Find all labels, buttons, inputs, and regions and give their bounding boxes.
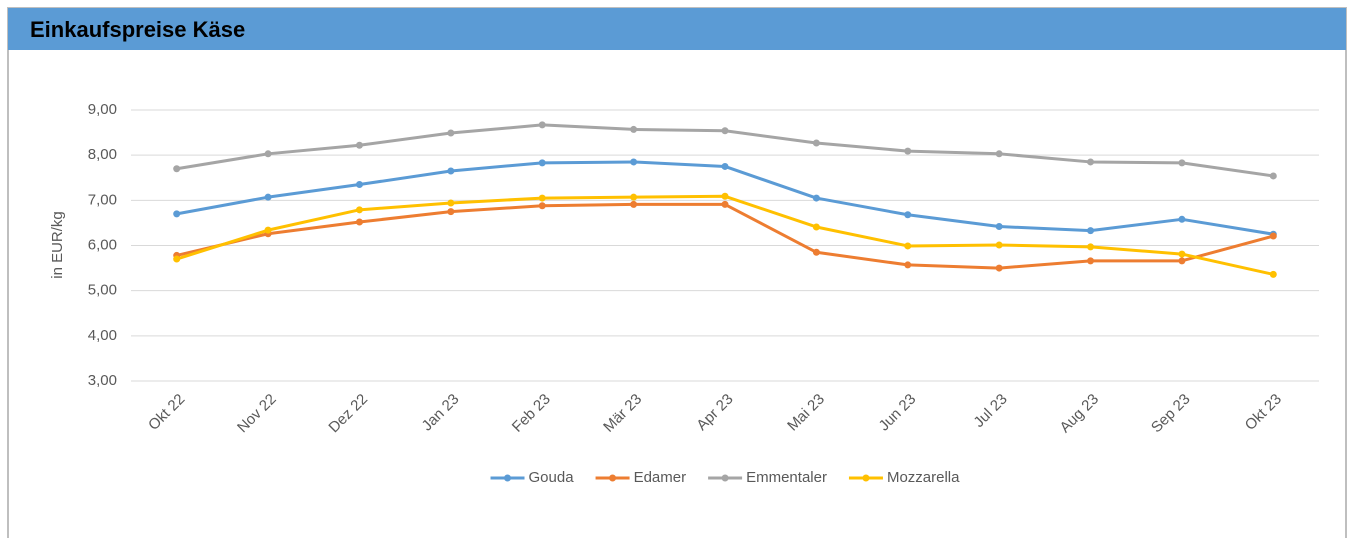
- data-point: [630, 125, 638, 133]
- data-point: [1087, 243, 1095, 251]
- legend-label: Mozzarella: [887, 469, 960, 486]
- y-tick-label: 3,00: [88, 372, 117, 389]
- data-point: [904, 242, 912, 250]
- data-point: [1269, 270, 1277, 278]
- data-point: [538, 159, 546, 167]
- data-point: [538, 194, 546, 202]
- legend-marker: [609, 474, 617, 482]
- data-point: [995, 150, 1003, 158]
- data-point: [355, 141, 363, 149]
- data-point: [447, 199, 455, 207]
- data-point: [1087, 227, 1095, 235]
- data-point: [447, 208, 455, 216]
- data-point: [1178, 257, 1186, 265]
- data-point: [721, 200, 729, 208]
- data-point: [630, 193, 638, 201]
- data-point: [812, 248, 820, 256]
- data-point: [538, 202, 546, 210]
- data-point: [1178, 215, 1186, 223]
- y-tick-label: 7,00: [88, 191, 117, 208]
- data-point: [812, 139, 820, 147]
- data-point: [630, 200, 638, 208]
- data-point: [173, 210, 181, 218]
- data-point: [173, 165, 181, 173]
- data-point: [812, 194, 820, 202]
- data-point: [264, 226, 272, 234]
- y-axis-label: in EUR/kg: [49, 211, 66, 279]
- y-tick-label: 4,00: [88, 327, 117, 344]
- y-tick-label: 8,00: [88, 146, 117, 163]
- legend-label: Emmentaler: [746, 469, 827, 486]
- data-point: [1087, 158, 1095, 166]
- data-point: [995, 264, 1003, 272]
- data-point: [173, 255, 181, 263]
- data-point: [355, 181, 363, 189]
- data-point: [904, 211, 912, 219]
- data-point: [447, 167, 455, 175]
- data-point: [904, 147, 912, 155]
- data-point: [538, 121, 546, 129]
- y-tick-label: 5,00: [88, 282, 117, 299]
- data-point: [355, 218, 363, 226]
- data-point: [1178, 250, 1186, 258]
- data-point: [721, 162, 729, 170]
- frame: [7, 7, 1347, 538]
- data-point: [721, 127, 729, 135]
- data-point: [1178, 159, 1186, 167]
- data-point: [995, 223, 1003, 231]
- legend-label: Edamer: [634, 469, 687, 486]
- y-tick-label: 6,00: [88, 236, 117, 253]
- data-point: [355, 206, 363, 214]
- y-tick-label: 9,00: [88, 101, 117, 118]
- data-point: [630, 158, 638, 166]
- data-point: [995, 241, 1003, 249]
- chart-title: Einkaufspreise Käse: [30, 17, 245, 42]
- data-point: [1269, 232, 1277, 240]
- header-bar: [8, 8, 1346, 50]
- legend-marker: [721, 474, 729, 482]
- legend-marker: [504, 474, 512, 482]
- data-point: [721, 192, 729, 200]
- data-point: [904, 261, 912, 269]
- data-point: [264, 193, 272, 201]
- legend-marker: [862, 474, 870, 482]
- data-point: [447, 129, 455, 137]
- data-point: [1087, 257, 1095, 265]
- data-point: [264, 150, 272, 158]
- legend-label: Gouda: [529, 469, 575, 486]
- data-point: [812, 223, 820, 231]
- data-point: [1269, 172, 1277, 180]
